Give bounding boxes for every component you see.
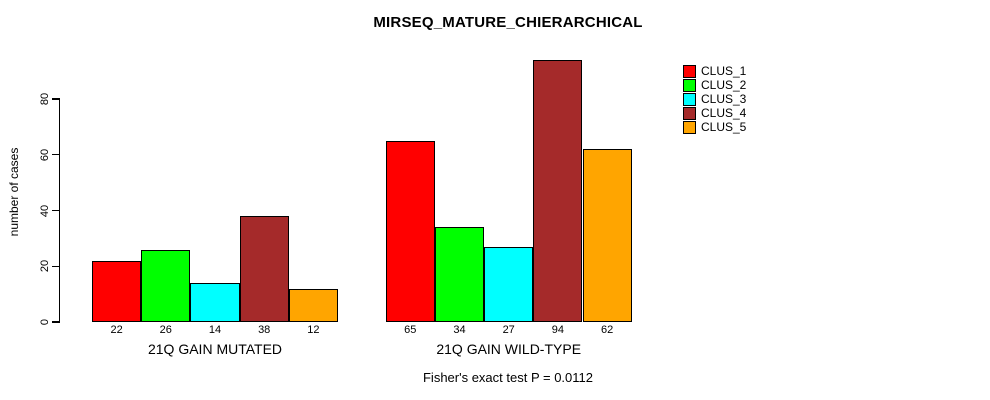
bar-clus_3-group2: [484, 246, 534, 322]
bar-clus_1-group2: [385, 140, 435, 322]
bar-value-label: 26: [159, 324, 172, 336]
legend-swatch-icon: [683, 92, 696, 106]
y-tick-mark: [52, 209, 60, 212]
bar-clus_5-group2: [582, 149, 632, 322]
legend-item-clus_2: CLUS_2: [683, 78, 746, 92]
legend-swatch-icon: [683, 64, 696, 78]
bar-value-label: 14: [208, 324, 222, 336]
y-tick-mark: [52, 154, 60, 156]
bar-value-label: 27: [502, 324, 515, 336]
x-group-label: 21Q GAIN WILD-TYPE: [436, 341, 582, 357]
legend-swatch-icon: [683, 120, 696, 134]
y-tick-mark: [52, 265, 60, 267]
bar-value-label: 65: [404, 324, 417, 336]
legend-swatch-icon: [683, 78, 696, 92]
chart-title: MIRSEQ_MATURE_CHIERARCHICAL: [373, 14, 643, 31]
bar-value-label: 38: [258, 324, 271, 336]
bar-clus_4-group1: [239, 216, 289, 322]
bar-value-label: 22: [110, 324, 123, 336]
x-group-label: 21Q GAIN MUTATED: [147, 341, 283, 357]
legend-item-clus_5: CLUS_5: [683, 120, 746, 134]
legend-item-clus_3: CLUS_3: [683, 92, 746, 106]
caption: Fisher's exact test P = 0.0112: [422, 370, 593, 385]
bar-value-label: 12: [307, 324, 320, 336]
bar-value-label: 34: [453, 324, 466, 336]
y-axis-label: number of cases: [7, 147, 21, 237]
y-tick-label: 40: [39, 204, 51, 217]
bar-clus_5-group1: [288, 288, 338, 322]
bar-clus_3-group1: [190, 282, 240, 322]
legend-label: CLUS_3: [701, 92, 747, 106]
bar-value-label: 94: [551, 324, 565, 336]
bar-clus_2-group1: [141, 249, 191, 322]
y-tick-label: 60: [39, 148, 51, 161]
y-tick-mark: [52, 321, 60, 323]
y-tick-label: 80: [39, 92, 51, 106]
legend-swatch-icon: [683, 106, 696, 120]
bar-clus_1-group1: [92, 260, 142, 322]
legend-label: CLUS_2: [701, 78, 747, 92]
bar-clus_2-group2: [434, 227, 485, 322]
legend-item-clus_1: CLUS_1: [683, 64, 746, 78]
legend-label: CLUS_1: [701, 64, 747, 78]
y-tick-label: 0: [39, 318, 51, 326]
legend-label: CLUS_5: [701, 120, 747, 134]
y-tick-label: 20: [39, 260, 51, 273]
bar-clus_4-group2: [533, 59, 583, 322]
legend-item-clus_4: CLUS_4: [683, 106, 746, 120]
bar-value-label: 62: [600, 324, 614, 336]
y-tick-mark: [52, 98, 60, 100]
legend: CLUS_1 CLUS_2 CLUS_3 CLUS_4 CLUS_5: [683, 64, 746, 134]
legend-label: CLUS_4: [701, 106, 747, 120]
